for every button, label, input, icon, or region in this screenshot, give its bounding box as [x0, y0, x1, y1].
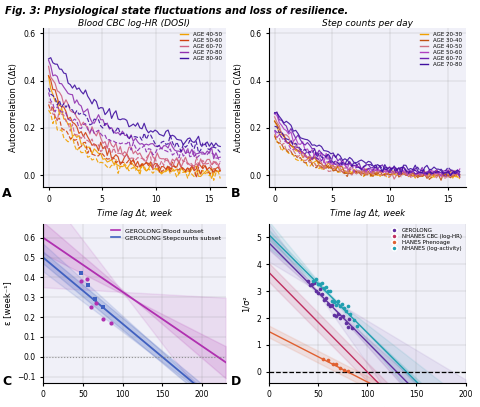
Point [342, 320, 349, 326]
Y-axis label: Autocorrelation C(Δt): Autocorrelation C(Δt) [235, 63, 243, 152]
Text: C: C [2, 374, 12, 387]
Text: D: D [230, 374, 240, 387]
Y-axis label: Autocorrelation C(Δt): Autocorrelation C(Δt) [9, 63, 18, 152]
Point [329, 361, 336, 367]
Point [332, 361, 339, 368]
Point [77, 270, 85, 277]
Point [84, 282, 92, 289]
Point [328, 298, 336, 304]
X-axis label: age, years: age, years [112, 405, 156, 407]
Point [306, 282, 314, 288]
Point [332, 313, 339, 319]
Point [324, 301, 332, 307]
Point [334, 311, 342, 317]
Point [318, 290, 326, 297]
Point [99, 304, 107, 311]
Point [314, 280, 322, 287]
Point [342, 307, 349, 314]
Point [93, 300, 100, 306]
Point [340, 367, 348, 373]
Legend: AGE 40-50, AGE 50-60, AGE 60-70, AGE 70-80, AGE 80-90: AGE 40-50, AGE 50-60, AGE 60-70, AGE 70-… [179, 31, 223, 62]
Text: B: B [230, 187, 240, 200]
Title: Blood CBC log-HR (DOSI): Blood CBC log-HR (DOSI) [78, 19, 191, 28]
Point [328, 302, 336, 309]
X-axis label: age, years: age, years [345, 405, 389, 407]
Point [338, 301, 346, 307]
Point [312, 276, 320, 282]
Point [334, 298, 342, 305]
Point [330, 312, 337, 318]
Point [107, 320, 114, 326]
Point [314, 290, 322, 296]
Point [344, 324, 351, 330]
Point [91, 296, 98, 302]
Y-axis label: ε [week⁻¹]: ε [week⁻¹] [2, 281, 12, 325]
Point [309, 278, 317, 284]
Legend: GEROLONG, NHANES CBC (log-HR), HANES Phenoage, NHANES (log-activity): GEROLONG, NHANES CBC (log-HR), HANES Phe… [391, 227, 463, 252]
Point [326, 303, 334, 309]
Point [336, 303, 344, 309]
Point [326, 287, 334, 294]
Legend: GEROLONG Blood subset, GEROLONG Stepcounts subset: GEROLONG Blood subset, GEROLONG Stepcoun… [109, 227, 222, 242]
Point [87, 304, 95, 311]
Point [347, 311, 354, 317]
Point [344, 303, 351, 309]
Point [320, 297, 328, 303]
Point [318, 280, 326, 287]
Point [336, 315, 344, 321]
Point [336, 365, 344, 371]
Point [324, 287, 332, 294]
Legend: AGE 20-30, AGE 30-40, AGE 40-50, AGE 50-60, AGE 60-70, AGE 70-80: AGE 20-30, AGE 30-40, AGE 40-50, AGE 50-… [419, 31, 463, 68]
Point [332, 302, 339, 309]
X-axis label: Time lag Δt, week: Time lag Δt, week [330, 210, 405, 219]
Point [353, 323, 361, 329]
Title: Step counts per day: Step counts per day [322, 19, 413, 28]
Point [322, 284, 330, 290]
Point [312, 288, 320, 294]
Point [304, 278, 312, 284]
Point [344, 368, 351, 374]
Point [308, 281, 316, 287]
Point [346, 316, 353, 322]
Point [83, 276, 91, 282]
Point [319, 356, 327, 363]
Text: A: A [2, 187, 12, 200]
Point [99, 316, 107, 322]
Point [330, 299, 337, 305]
Point [324, 356, 332, 363]
Point [316, 281, 324, 287]
X-axis label: Time lag Δt, week: Time lag Δt, week [97, 210, 172, 219]
Point [316, 286, 324, 292]
Point [350, 317, 358, 323]
Point [77, 278, 85, 284]
Text: Fig. 3: Physiological state fluctuations and loss of resilience.: Fig. 3: Physiological state fluctuations… [5, 6, 348, 16]
Y-axis label: 1/σ²: 1/σ² [242, 295, 251, 311]
Point [348, 325, 356, 331]
Point [320, 284, 328, 291]
Point [310, 280, 318, 286]
Point [322, 295, 330, 302]
Point [340, 305, 348, 311]
Point [339, 313, 347, 319]
